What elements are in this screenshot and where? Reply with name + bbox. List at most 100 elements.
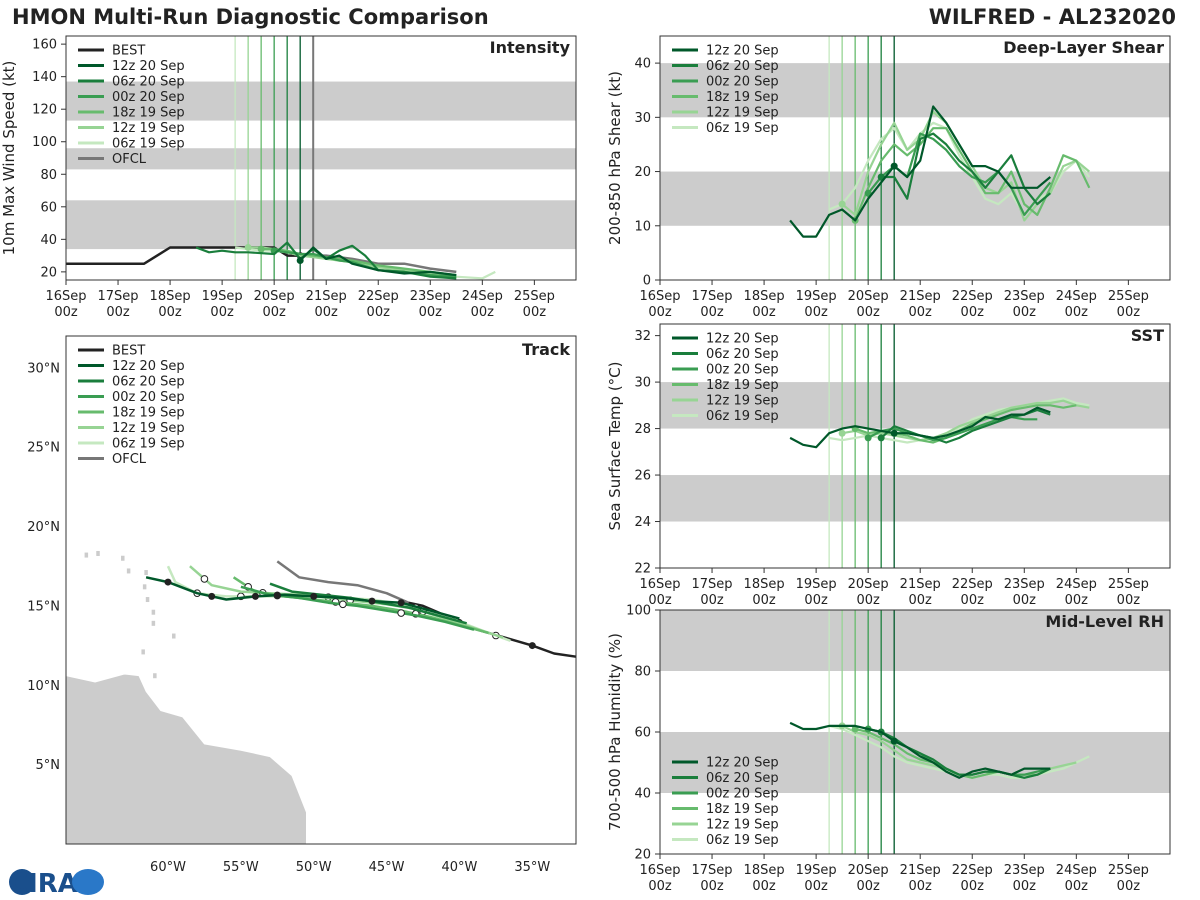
- rh-legend-label-12z-20-sep: 12z 20 Sep: [706, 756, 779, 771]
- track-lon-label: 50°W: [296, 860, 332, 875]
- shear-shade-band: [660, 63, 1170, 118]
- track-land-island: [172, 633, 176, 639]
- rh-xtick-hour: 00z: [1117, 879, 1141, 894]
- sst-xtick-hour: 00z: [961, 593, 985, 608]
- sst-ytick-label: 30: [634, 376, 651, 391]
- shear-xtick-hour: 00z: [961, 305, 985, 320]
- sst-ytick-label: 32: [634, 329, 651, 344]
- sst-ylabel: Sea Surface Temp (°C): [606, 361, 624, 530]
- intensity-ytick-label: 20: [40, 265, 57, 280]
- rh-legend-label-06z-19-sep: 06z 19 Sep: [706, 833, 779, 848]
- intensity-legend-label-12z-19-sep: 12z 19 Sep: [112, 121, 185, 136]
- track-panel-title: Track: [522, 340, 570, 359]
- shear-ytick-label: 20: [634, 165, 651, 180]
- sst-legend-label-06z-20-sep: 06z 20 Sep: [706, 347, 779, 362]
- shear-ytick-label: 30: [634, 111, 651, 126]
- track-lon-label: 40°W: [441, 860, 477, 875]
- sst-series-12z-19-sep: [841, 399, 1090, 442]
- intensity-legend-label-best: BEST: [112, 44, 145, 59]
- shear-xtick-date: 23Sep: [1004, 289, 1045, 304]
- rh-xtick-date: 25Sep: [1108, 863, 1149, 878]
- sst-xtick-hour: 00z: [700, 593, 724, 608]
- shear-xtick-hour: 00z: [909, 305, 933, 320]
- sst-marker-12z-20-sep: [890, 429, 898, 437]
- sst-xtick-date: 20Sep: [848, 577, 889, 592]
- sst-xtick-date: 25Sep: [1108, 577, 1149, 592]
- intensity-xtick-hour: 00z: [419, 305, 443, 320]
- shear-xtick-date: 19Sep: [796, 289, 837, 304]
- rh-marker-12z-20-sep: [890, 737, 898, 745]
- intensity-shade-band: [66, 148, 576, 170]
- rh-xtick-hour: 00z: [648, 879, 672, 894]
- sst-frame: [659, 323, 1171, 569]
- rh-xtick-date: 21Sep: [900, 863, 941, 878]
- shear-xtick-date: 21Sep: [900, 289, 941, 304]
- sst-xtick-date: 21Sep: [900, 577, 941, 592]
- intensity-ytick-label: 120: [32, 103, 57, 118]
- sst-xtick-date: 24Sep: [1056, 577, 1097, 592]
- sst-xtick-hour: 00z: [752, 593, 776, 608]
- rh-xtick-date: 20Sep: [848, 863, 889, 878]
- intensity-xtick-hour: 00z: [106, 305, 130, 320]
- intensity-xtick-date: 16Sep: [45, 289, 86, 304]
- shear-xtick-date: 20Sep: [848, 289, 889, 304]
- intensity-ytick-label: 80: [40, 168, 57, 183]
- logo-globe-icon: [9, 869, 35, 895]
- track-legend-label-best: BEST: [112, 344, 145, 359]
- track-position-marker-hollow: [200, 575, 209, 583]
- track-lat-label: 25°N: [27, 441, 60, 456]
- rh-xtick-hour: 00z: [1013, 879, 1037, 894]
- track-land-island: [144, 570, 148, 576]
- track-position-marker: [164, 578, 172, 586]
- sst-xtick-date: 16Sep: [639, 577, 680, 592]
- shear-legend-label-06z-19-sep: 06z 19 Sep: [706, 121, 779, 136]
- track-legend-label-12z-20-sep: 12z 20 Sep: [112, 359, 185, 374]
- sst-legend-label-12z-20-sep: 12z 20 Sep: [706, 332, 779, 347]
- rh-xtick-hour: 00z: [804, 879, 828, 894]
- rh-ytick-label: 80: [634, 665, 651, 680]
- sst-xtick-hour: 00z: [1065, 593, 1089, 608]
- track-lat-label: 20°N: [27, 520, 60, 535]
- sst-marker-00z-20-sep: [864, 434, 872, 442]
- intensity-shade-band: [66, 200, 576, 250]
- rh-xtick-date: 24Sep: [1056, 863, 1097, 878]
- rh-ytick-label: 20: [634, 848, 651, 863]
- shear-xtick-hour: 00z: [648, 305, 672, 320]
- sst-ytick-label: 24: [634, 515, 651, 530]
- sst-xtick-date: 18Sep: [744, 577, 785, 592]
- rh-shade-band: [660, 610, 1170, 671]
- rh-xtick-date: 16Sep: [639, 863, 680, 878]
- shear-xtick-date: 24Sep: [1056, 289, 1097, 304]
- sst-series-12z-20-sep: [789, 406, 1051, 449]
- intensity-ytick-label: 160: [32, 38, 57, 53]
- intensity-xtick-hour: 00z: [158, 305, 182, 320]
- rh-xtick-hour: 00z: [909, 879, 933, 894]
- track-land-island: [145, 597, 150, 603]
- sst-legend-label-00z-20-sep: 00z 20 Sep: [706, 363, 779, 378]
- shear-frame: [659, 35, 1171, 281]
- intensity-xtick-date: 22Sep: [358, 289, 399, 304]
- cira-logo: CIRA: [9, 869, 104, 898]
- intensity-xtick-date: 20Sep: [254, 289, 295, 304]
- intensity-legend-label-ofcl: OFCL: [112, 152, 147, 167]
- track-position-marker: [208, 592, 216, 600]
- shear-xtick-hour: 00z: [1013, 305, 1037, 320]
- track-lat-label: 30°N: [27, 361, 60, 376]
- track-land-island: [151, 620, 156, 626]
- rh-ylabel: 700-500 hPa Humidity (%): [606, 633, 624, 831]
- shear-xtick-hour: 00z: [752, 305, 776, 320]
- rh-ytick-label: 40: [634, 787, 651, 802]
- sst-ytick-label: 28: [634, 422, 651, 437]
- sst-ytick-label: 22: [634, 562, 651, 577]
- intensity-ytick-label: 40: [40, 233, 57, 248]
- intensity-xtick-date: 19Sep: [202, 289, 243, 304]
- intensity-xtick-date: 21Sep: [306, 289, 347, 304]
- intensity-series-12z-20-sep: [299, 246, 457, 277]
- rh-legend-label-06z-20-sep: 06z 20 Sep: [706, 771, 779, 786]
- shear-ytick-label: 0: [643, 274, 651, 289]
- shear-marker-12z-20-sep: [890, 162, 898, 170]
- intensity-xtick-hour: 00z: [523, 305, 547, 320]
- sst-xtick-date: 23Sep: [1004, 577, 1045, 592]
- track-land-island: [141, 649, 145, 655]
